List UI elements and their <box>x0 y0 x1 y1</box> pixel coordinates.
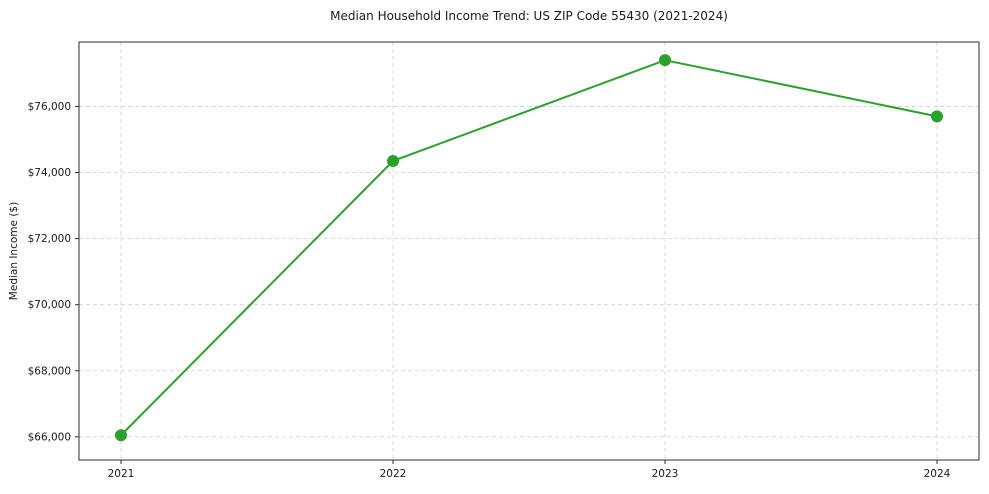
x-tick-label: 2023 <box>652 468 679 480</box>
x-tick-label: 2021 <box>108 468 135 480</box>
axis-ticks: $66,000 $68,000 $70,000 $72,000 $74,000 $76,0… <box>28 101 951 480</box>
x-tick-label: 2022 <box>380 468 407 480</box>
gridlines <box>79 42 979 460</box>
y-tick-label: $72,000 <box>28 233 71 245</box>
y-tick-label: $76,000 <box>28 101 71 113</box>
y-tick-label: $74,000 <box>28 167 71 179</box>
data-point-marker <box>115 429 127 442</box>
y-tick-label: $66,000 <box>28 431 71 443</box>
y-axis-label: Median Income ($) <box>8 202 20 300</box>
chart-title: Median Household Income Trend: US ZIP Co… <box>330 9 728 23</box>
y-tick-label: $70,000 <box>28 299 71 311</box>
y-tick-label: $68,000 <box>28 365 71 377</box>
income-line-series <box>115 54 943 442</box>
data-point-marker <box>659 54 671 67</box>
trend-line <box>120 59 938 437</box>
plot-border <box>78 41 980 461</box>
data-point-marker <box>931 110 943 123</box>
data-point-marker <box>387 154 399 167</box>
x-tick-label: 2024 <box>924 468 951 480</box>
